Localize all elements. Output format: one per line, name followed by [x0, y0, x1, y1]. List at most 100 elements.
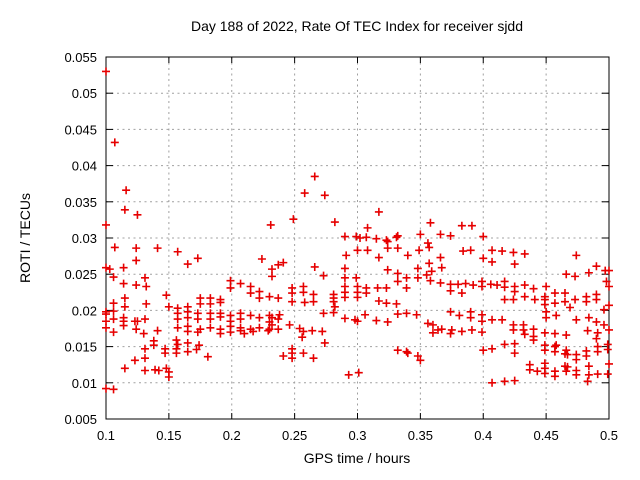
x-tick-label: 0.35	[408, 428, 433, 443]
data-point-marker	[298, 333, 307, 342]
data-point-marker	[164, 373, 173, 382]
data-point-marker	[226, 283, 235, 292]
data-point-marker	[299, 288, 308, 297]
data-point-marker	[255, 294, 264, 303]
plot-frame-group	[105, 56, 610, 420]
data-point-marker	[288, 297, 297, 306]
data-point-marker	[467, 221, 476, 230]
data-point-marker	[566, 303, 575, 312]
data-point-marker	[466, 246, 475, 255]
data-point-marker	[353, 246, 362, 255]
data-point-marker	[309, 290, 318, 299]
x-tick-label: 0.5	[600, 428, 618, 443]
data-point-marker	[525, 365, 534, 374]
data-point-marker	[436, 253, 445, 262]
data-point-marker	[413, 273, 422, 282]
data-point-marker	[216, 329, 225, 338]
data-point-marker	[288, 289, 297, 298]
data-point-marker	[342, 251, 351, 260]
data-point-marker	[353, 317, 362, 326]
data-point-marker	[255, 313, 264, 322]
data-point-marker	[403, 349, 412, 358]
data-point-marker	[583, 377, 592, 386]
data-point-marker	[109, 273, 118, 282]
data-point-marker	[102, 67, 110, 76]
data-point-marker	[500, 340, 509, 349]
data-point-marker	[119, 321, 128, 330]
data-point-marker	[164, 302, 173, 311]
data-point-marker	[428, 328, 437, 337]
data-point-marker	[340, 273, 349, 282]
x-tick-label: 0.1	[97, 428, 115, 443]
data-point-marker	[120, 364, 129, 373]
data-point-marker	[372, 316, 381, 325]
data-point-marker	[299, 327, 308, 336]
data-point-marker	[560, 297, 569, 306]
data-point-marker	[374, 207, 383, 216]
data-point-marker	[274, 294, 283, 303]
data-point-marker	[330, 218, 339, 227]
data-point-marker	[102, 384, 110, 393]
data-point-marker	[413, 352, 422, 361]
data-point-marker	[457, 327, 466, 336]
data-point-marker	[319, 271, 328, 280]
data-point-marker	[132, 256, 141, 265]
data-point-marker	[109, 307, 118, 316]
data-point-marker	[363, 223, 372, 232]
data-point-marker	[383, 317, 392, 326]
data-point-marker	[149, 341, 158, 350]
data-point-marker	[142, 299, 151, 308]
data-point-marker	[529, 325, 538, 334]
data-point-marker	[436, 230, 445, 239]
y-tick-label: 0.05	[72, 86, 97, 101]
data-point-marker	[584, 370, 593, 379]
data-point-marker	[362, 233, 371, 242]
data-point-marker	[582, 352, 591, 361]
data-point-marker	[519, 325, 528, 334]
data-point-marker	[139, 329, 148, 338]
data-point-marker	[153, 326, 162, 335]
data-point-marker	[122, 186, 131, 195]
y-tick-label: 0.015	[64, 340, 97, 355]
data-point-marker	[279, 258, 288, 267]
data-point-marker	[593, 347, 602, 356]
data-point-marker	[310, 172, 319, 181]
data-point-marker	[529, 284, 538, 293]
y-tick-label: 0.055	[64, 50, 97, 65]
data-point-marker	[603, 370, 612, 379]
data-point-marker	[592, 317, 601, 326]
y-tick-label: 0.045	[64, 122, 97, 137]
data-point-marker	[509, 248, 518, 257]
data-point-marker	[599, 320, 608, 329]
data-point-marker	[392, 299, 401, 308]
data-point-marker	[520, 292, 529, 301]
data-point-marker	[382, 236, 391, 245]
data-point-marker	[140, 344, 149, 353]
data-point-marker	[352, 273, 361, 282]
data-point-marker	[192, 345, 201, 354]
data-point-marker	[520, 281, 529, 290]
data-point-marker	[488, 246, 497, 255]
data-point-marker	[393, 231, 402, 240]
data-point-marker	[265, 292, 274, 301]
gridlines-group	[106, 57, 609, 419]
data-point-marker	[466, 313, 475, 322]
data-point-marker	[267, 313, 276, 322]
data-point-marker	[540, 369, 549, 378]
data-point-marker	[592, 334, 601, 343]
data-point-marker	[162, 291, 171, 300]
data-point-marker	[433, 325, 442, 334]
data-point-marker	[427, 267, 436, 276]
data-points-group	[102, 67, 613, 394]
data-point-marker	[363, 246, 372, 255]
data-point-marker	[393, 310, 402, 319]
x-tick-label: 0.25	[282, 428, 307, 443]
data-point-marker	[562, 367, 571, 376]
data-point-marker	[373, 283, 382, 292]
data-point-marker	[477, 282, 486, 291]
data-point-marker	[562, 331, 571, 340]
data-point-marker	[540, 346, 549, 355]
data-point-marker	[552, 311, 561, 320]
data-point-marker	[267, 265, 276, 274]
data-point-marker	[582, 297, 591, 306]
